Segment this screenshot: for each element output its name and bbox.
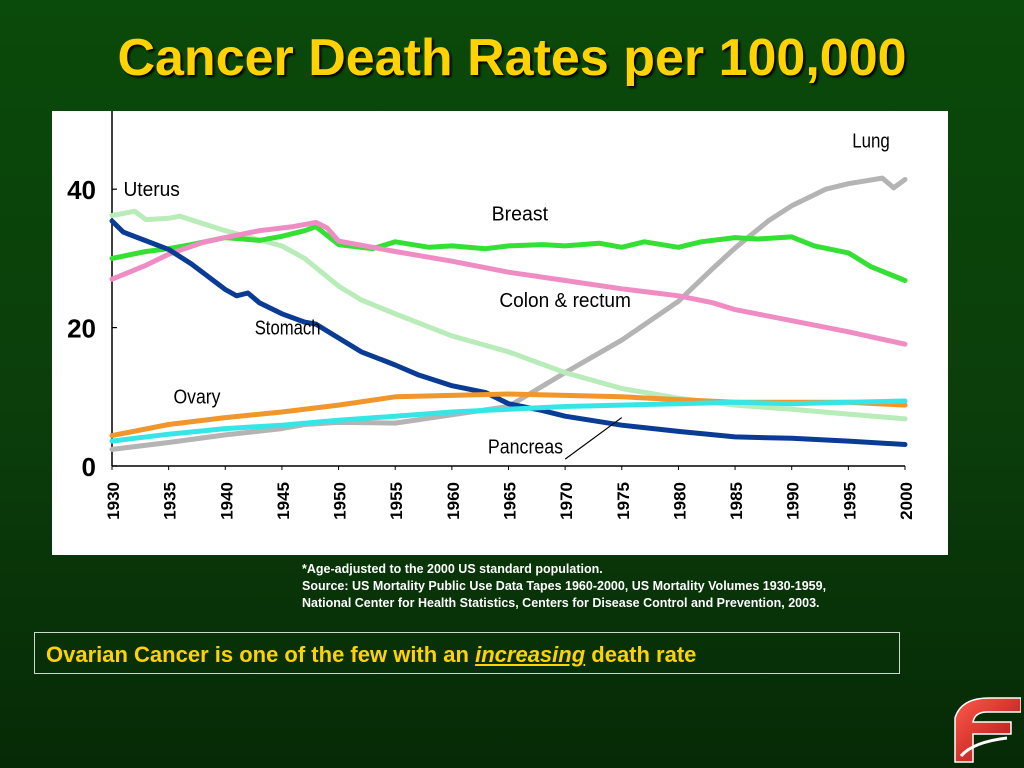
- callout-text-after: death rate: [585, 642, 697, 667]
- x-tick-label: 1990: [784, 482, 803, 520]
- x-tick-label: 1940: [217, 482, 236, 520]
- red-swoosh-logo-icon: [954, 697, 1021, 763]
- series-line-lung: [109, 175, 908, 452]
- x-tick-label: 1945: [274, 482, 293, 520]
- x-tick-label: 1935: [161, 482, 180, 520]
- x-tick-label: 1960: [444, 482, 463, 520]
- footnote-line-1: *Age-adjusted to the 2000 US standard po…: [302, 562, 603, 576]
- series-pointer-pancreas: [564, 417, 623, 460]
- footnote-line-3: National Center for Health Statistics, C…: [302, 596, 820, 610]
- series-label-breast: Breast: [492, 203, 549, 225]
- series-label-lung: Lung: [852, 131, 890, 153]
- line-chart: 0 20 40 1930 1935 1940 1945 1950 1955 1960 1965 197…: [52, 111, 948, 555]
- series-label-stomach: Stomach: [255, 318, 321, 340]
- x-tick-label: 1955: [387, 482, 406, 520]
- x-tick-label: 1980: [670, 482, 689, 520]
- callout-text-before: Ovarian Cancer is one of the few with an: [46, 642, 476, 667]
- footnote-line-2: Source: US Mortality Public Use Data Tap…: [302, 579, 827, 593]
- x-tick-label: 1950: [331, 482, 350, 520]
- footnote: *Age-adjusted to the 2000 US standard po…: [302, 561, 1002, 612]
- series-label-colon-rectum: Colon & rectum: [499, 290, 631, 312]
- series-line-uterus: [109, 208, 908, 422]
- y-tick-label: 40: [67, 175, 96, 205]
- series-line-colon-rectum: [109, 219, 908, 347]
- x-tick-label: 1975: [614, 482, 633, 520]
- x-tick-label: 2000: [897, 482, 916, 520]
- x-tick-label: 1985: [727, 482, 746, 520]
- series-label-uterus: Uterus: [123, 179, 179, 201]
- series-line-pancreas: [109, 398, 908, 444]
- page-title: Cancer Death Rates per 100,000: [117, 29, 907, 87]
- series-line-stomach: [109, 218, 908, 447]
- y-tick-label: 0: [82, 452, 96, 482]
- series-label-pancreas: Pancreas: [488, 437, 563, 459]
- x-tick-label: 1965: [501, 482, 520, 520]
- x-tick-label: 1970: [557, 482, 576, 520]
- callout-emphasis: increasing: [475, 642, 586, 667]
- x-tick-label: 1930: [104, 482, 123, 520]
- plot-area: 0 20 40 1930 1935 1940 1945 1950 1955 1960 1965 197…: [67, 111, 916, 520]
- chart-svg: 0 20 40 1930 1935 1940 1945 1950 1955 1960 1965 197…: [67, 111, 916, 520]
- series-line-breast: [109, 224, 908, 283]
- y-tick-label: 20: [67, 314, 96, 344]
- callout-box: Ovarian Cancer is one of the few with an…: [34, 632, 900, 674]
- x-tick-label: 1995: [840, 482, 859, 520]
- series-label-ovary: Ovary: [173, 387, 220, 409]
